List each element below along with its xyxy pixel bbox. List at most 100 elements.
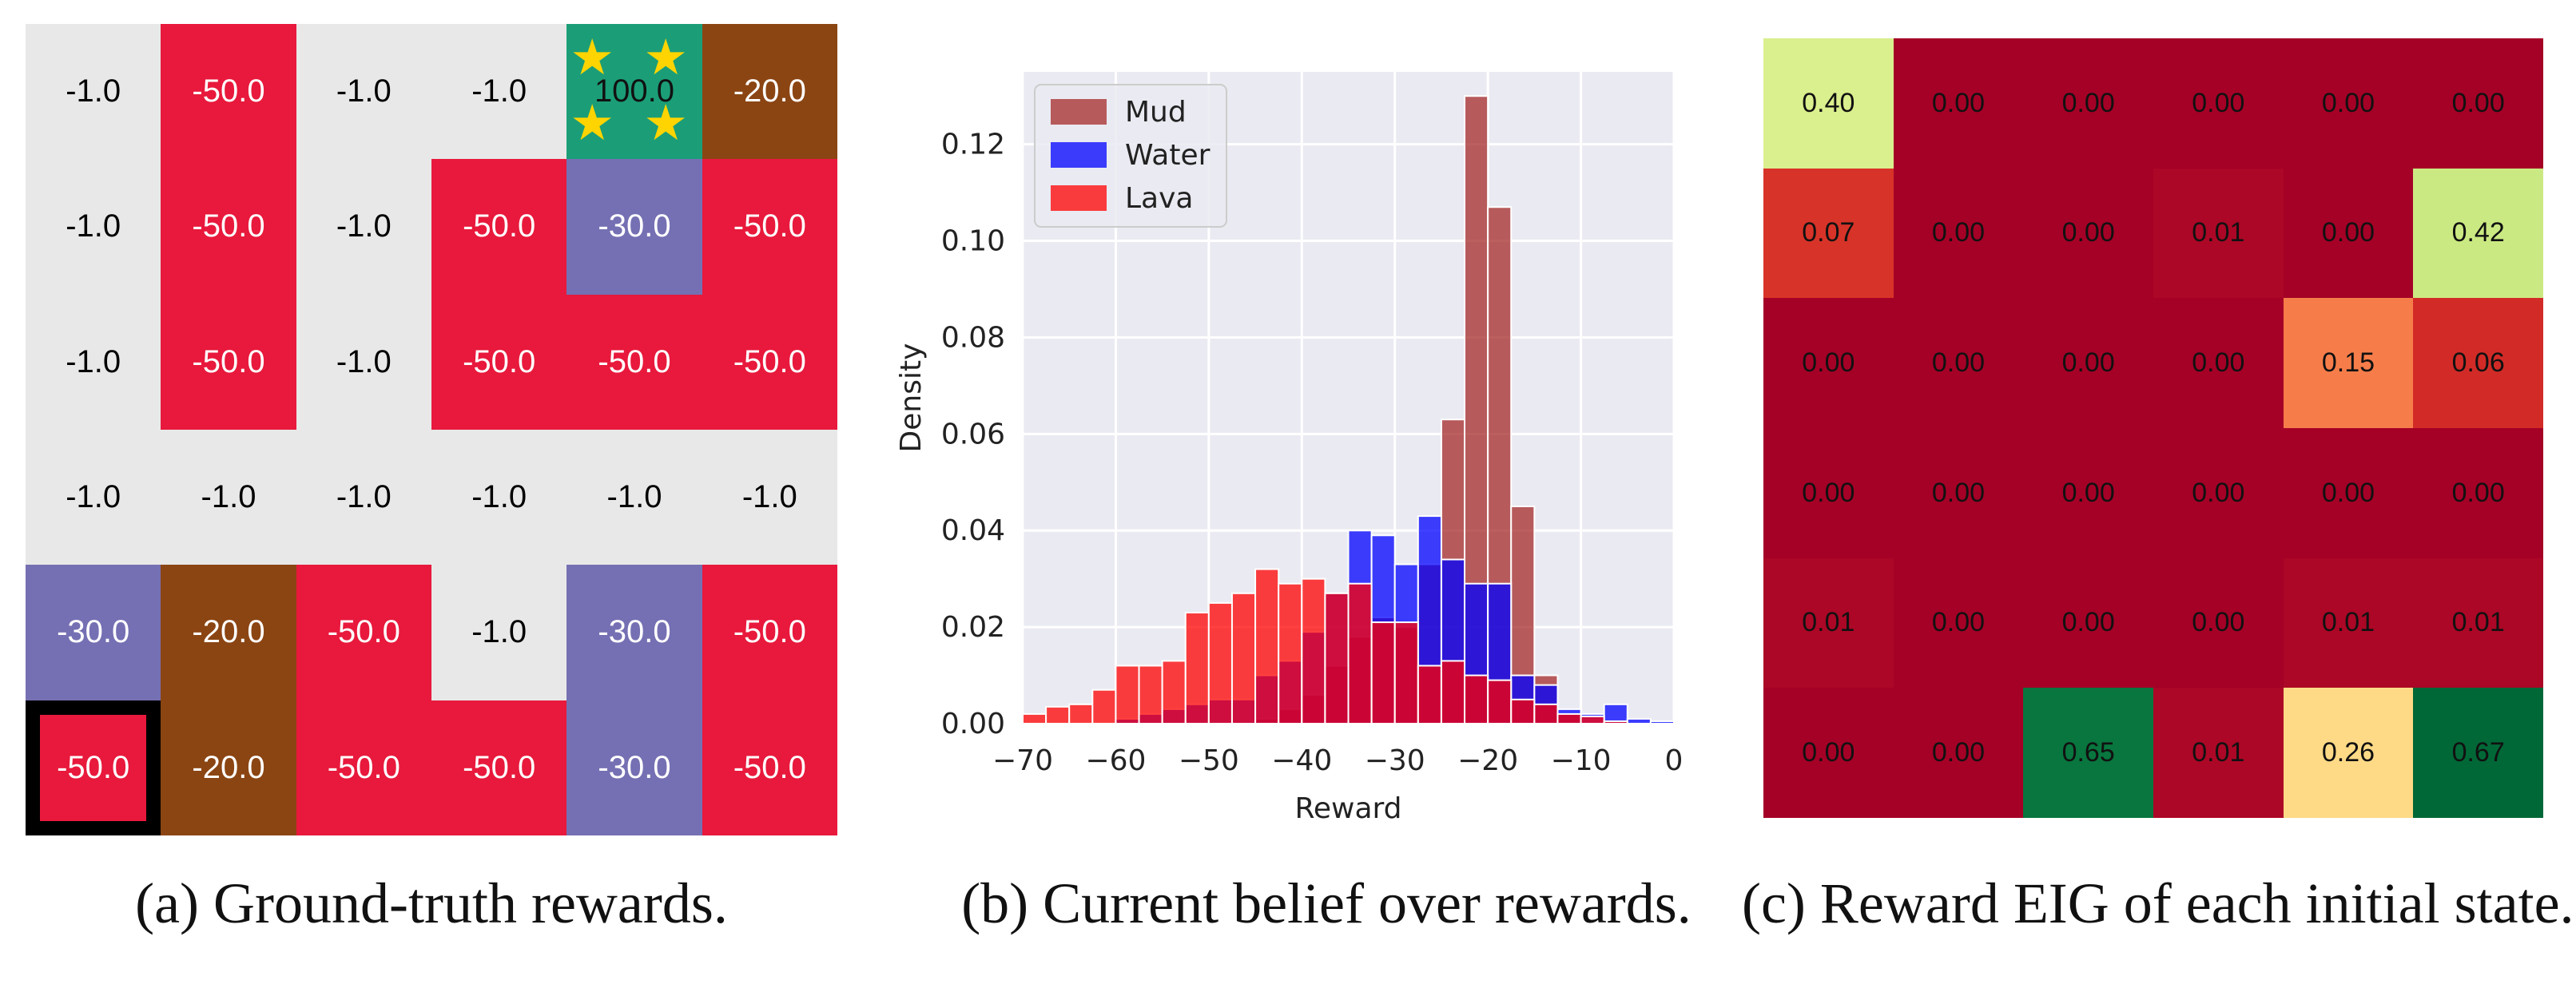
star-icon: ★ (643, 30, 688, 85)
eig-cell: 0.00 (1763, 688, 1894, 818)
reward-value: -50.0 (463, 749, 536, 785)
eig-cell: 0.65 (2023, 688, 2153, 818)
caption-b: (b) Current belief over rewards. (961, 871, 1691, 935)
belief-histogram: −70 −60 −50 −40 −30 −20 −10 0 0.00 0.02 0.04 0.06 0.… (895, 72, 1684, 825)
reward-value: -50.0 (463, 208, 536, 244)
eig-cell: 0.40 (1763, 38, 1894, 169)
x-tick-label: −70 (992, 744, 1053, 777)
reward-cell: -1.0 (431, 429, 567, 565)
legend-label-mud: Mud (1125, 96, 1187, 129)
eig-cell: 0.01 (1763, 558, 1894, 688)
histogram-bar-lava (1464, 674, 1489, 724)
reward-value: -20.0 (733, 73, 806, 109)
eig-cell: 0.00 (2153, 298, 2284, 428)
eig-cell: 0.00 (2023, 38, 2153, 169)
reward-value: -1.0 (66, 73, 121, 109)
eig-cell: 0.26 (2283, 688, 2414, 818)
histogram-bar-lava (1440, 660, 1466, 725)
eig-cell: 0.01 (2153, 688, 2284, 818)
caption-c: (c) Reward EIG of each initial state. (1742, 871, 2574, 935)
reward-cell: -20.0 (161, 565, 296, 700)
reward-cell: -1.0 (296, 294, 431, 430)
reward-cell: -1.0 (26, 429, 161, 565)
reward-cell: -50.0 (431, 294, 567, 430)
histogram-bar-lava (1556, 712, 1582, 725)
eig-cell: 0.00 (2023, 558, 2153, 688)
reward-value: -1.0 (471, 479, 527, 515)
y-tick-label: 0.10 (941, 225, 1005, 258)
reward-value: -50.0 (192, 73, 265, 109)
reward-cell: -1.0 (296, 159, 431, 295)
legend-label-water: Water (1125, 139, 1210, 172)
reward-value: -50.0 (192, 343, 265, 379)
reward-value: -50.0 (733, 208, 806, 244)
histogram-bar-water (1649, 720, 1676, 725)
caption-a: (a) Ground-truth rewards. (135, 871, 728, 935)
histogram-bar-lava (1115, 665, 1140, 725)
eig-cell: 0.00 (1893, 558, 2024, 688)
eig-cell: 0.00 (1893, 688, 2024, 818)
reward-cell: 100.0 ★ ★ ★ ★ (566, 24, 702, 160)
star-icon: ★ (570, 30, 614, 85)
histogram-bar-lava (1207, 601, 1233, 725)
eig-cell: 0.67 (2413, 688, 2543, 818)
reward-cell: -50.0 (296, 565, 431, 700)
reward-cell: -50.0 (702, 700, 837, 835)
reward-cell: -50.0 (566, 294, 702, 430)
legend-swatch-mud (1051, 99, 1107, 125)
eig-cell: 0.00 (1893, 298, 2024, 428)
reward-cell: -50.0 (702, 294, 837, 430)
reward-value: -1.0 (606, 479, 662, 515)
histogram-bar-water (1626, 717, 1652, 725)
reward-cell: -1.0 (296, 429, 431, 565)
eig-cell: 0.00 (2283, 38, 2414, 169)
reward-value: -50.0 (598, 343, 671, 379)
histogram-bar-lava (1091, 688, 1117, 725)
reward-value: -50.0 (733, 343, 806, 379)
histogram-bar-lava (1393, 621, 1419, 724)
eig-cell: 0.42 (2413, 168, 2543, 299)
eig-cell: 0.00 (2283, 428, 2414, 558)
reward-cell: -1.0 (702, 429, 837, 565)
x-tick-label: −20 (1457, 744, 1518, 777)
reward-value: -1.0 (66, 343, 121, 379)
reward-cell: -1.0 (26, 24, 161, 160)
histogram-bar-lava (1533, 703, 1559, 724)
eig-cell: 0.00 (2413, 428, 2543, 558)
y-tick-label: 0.12 (941, 129, 1005, 161)
eig-cell: 0.00 (2023, 298, 2153, 428)
eig-cell: 0.00 (2283, 168, 2414, 299)
reward-cell: -50.0 (702, 565, 837, 700)
legend-swatch-water (1051, 142, 1107, 168)
y-tick-label: 0.02 (941, 611, 1005, 644)
x-tick-label: −60 (1085, 744, 1146, 777)
reward-cell: -50.0 (431, 159, 567, 295)
reward-value: -1.0 (336, 479, 392, 515)
eig-cell: 0.01 (2413, 558, 2543, 688)
eig-cell: 0.01 (2283, 558, 2414, 688)
reward-cell: -20.0 (702, 24, 837, 160)
x-tick-label: 0 (1665, 744, 1684, 777)
x-tick-label: −40 (1271, 744, 1332, 777)
reward-cell: -50.0 (702, 159, 837, 295)
reward-cell: -1.0 (566, 429, 702, 565)
reward-value: -30.0 (598, 749, 671, 785)
eig-cell: 0.07 (1763, 168, 1894, 299)
reward-cell: -1.0 (26, 159, 161, 295)
reward-cell: -20.0 (161, 700, 296, 835)
eig-cell: 0.00 (1763, 428, 1894, 558)
y-tick-label: 0.08 (941, 321, 1005, 354)
reward-value: -1.0 (741, 479, 797, 515)
x-tick-label: −30 (1365, 744, 1425, 777)
histogram-bar-lava (1161, 660, 1187, 725)
eig-cell: 0.00 (2023, 428, 2153, 558)
eig-cell: 0.00 (2413, 38, 2543, 169)
histogram-bar-lava (1045, 705, 1071, 724)
histogram-bar-lava (1301, 577, 1326, 725)
reward-cell: -50.0 (161, 24, 296, 160)
reward-cell: -50.0 (161, 159, 296, 295)
reward-value: -30.0 (598, 208, 671, 244)
eig-cell: 0.00 (1893, 38, 2024, 169)
histogram-bar-lava (1278, 582, 1303, 725)
reward-cell: -50.0 (296, 700, 431, 835)
